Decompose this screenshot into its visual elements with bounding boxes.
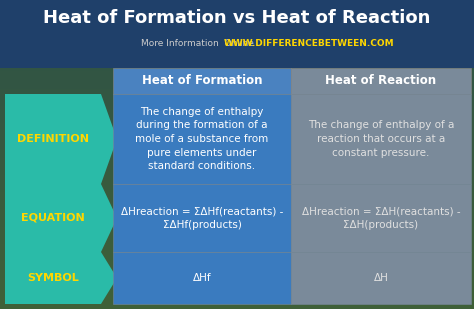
Text: ΔH: ΔH xyxy=(374,273,388,283)
Text: WWW.DIFFERENCEBETWEEN.COM: WWW.DIFFERENCEBETWEEN.COM xyxy=(224,40,394,49)
FancyBboxPatch shape xyxy=(291,94,471,184)
FancyBboxPatch shape xyxy=(291,68,471,94)
Text: ΔHf: ΔHf xyxy=(193,273,211,283)
Text: ΔHreaction = ΣΔHf(reactants) -
ΣΔHf(products): ΔHreaction = ΣΔHf(reactants) - ΣΔHf(prod… xyxy=(121,206,283,230)
Text: ΔHreaction = ΣΔH(reactants) -
ΣΔH(products): ΔHreaction = ΣΔH(reactants) - ΣΔH(produc… xyxy=(301,206,460,230)
Text: Heat of Formation vs Heat of Reaction: Heat of Formation vs Heat of Reaction xyxy=(43,9,431,27)
Polygon shape xyxy=(5,184,117,252)
FancyBboxPatch shape xyxy=(0,0,474,68)
Text: The change of enthalpy of a
reaction that occurs at a
constant pressure.: The change of enthalpy of a reaction tha… xyxy=(308,121,454,158)
FancyBboxPatch shape xyxy=(113,68,291,94)
Text: Heat of Formation: Heat of Formation xyxy=(142,74,262,87)
FancyBboxPatch shape xyxy=(113,252,291,304)
Text: DEFINITION: DEFINITION xyxy=(17,134,89,144)
Text: EQUATION: EQUATION xyxy=(21,213,85,223)
FancyBboxPatch shape xyxy=(291,252,471,304)
Polygon shape xyxy=(5,252,117,304)
Text: More Information  Online: More Information Online xyxy=(141,40,254,49)
Text: SYMBOL: SYMBOL xyxy=(27,273,79,283)
FancyBboxPatch shape xyxy=(113,94,291,184)
Polygon shape xyxy=(5,94,117,184)
FancyBboxPatch shape xyxy=(113,184,291,252)
FancyBboxPatch shape xyxy=(291,184,471,252)
Text: The change of enthalpy
during the formation of a
mole of a substance from
pure e: The change of enthalpy during the format… xyxy=(136,107,269,171)
Text: Heat of Reaction: Heat of Reaction xyxy=(326,74,437,87)
